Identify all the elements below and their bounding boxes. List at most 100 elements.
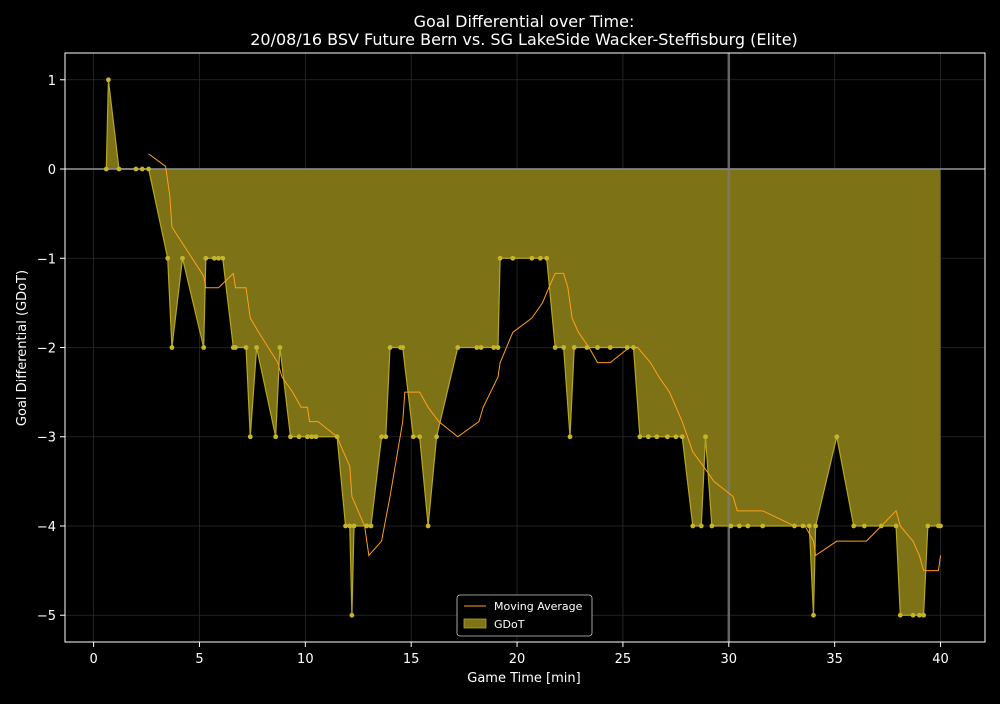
gdot-point [637, 434, 643, 440]
gdot-point [139, 166, 145, 172]
gdot-point [792, 523, 797, 529]
gdot-point [497, 255, 503, 261]
gdot-point [607, 345, 613, 350]
gdot-point [313, 434, 319, 440]
gdot-point [897, 612, 903, 618]
gdot-point [116, 166, 122, 172]
gdot-point [296, 434, 302, 440]
x-tick-label: 35 [826, 652, 843, 667]
legend-gdot-swatch [463, 618, 487, 629]
y-tick-label: −3 [37, 431, 56, 446]
gdot-point [474, 345, 480, 350]
gdot-point [379, 434, 384, 440]
chart-title-line2: 20/08/16 BSV Future Bern vs. SG LakeSide… [250, 30, 798, 49]
gdot-point [203, 255, 209, 261]
gdot-point [728, 523, 734, 529]
gdot-point [760, 523, 766, 529]
gdot-point [584, 345, 590, 350]
gdot-point [220, 255, 226, 261]
x-axis-label: Game Time [min] [467, 671, 580, 686]
gdot-point [806, 523, 812, 529]
gdot-point [277, 345, 283, 350]
gdot-point [893, 523, 899, 529]
gdot-point [631, 345, 636, 350]
gdot-point [654, 434, 660, 440]
gdot-point [491, 345, 497, 350]
gdot-point [921, 612, 926, 618]
x-tick-label: 40 [932, 652, 949, 667]
gdot-point [478, 345, 484, 350]
y-tick-label: −4 [37, 520, 56, 535]
y-tick-label: −1 [37, 252, 56, 267]
legend-moving-average-label: Moving Average [494, 600, 583, 613]
gdot-point [103, 166, 109, 172]
gdot-point [878, 523, 884, 529]
gdot-point [364, 523, 370, 529]
gdot-point [495, 345, 501, 350]
gdot-point [552, 345, 558, 350]
gdot-point [347, 523, 353, 529]
gdot-point [334, 434, 340, 440]
legend: Moving Average GDoT [456, 594, 593, 637]
gdot-point [343, 523, 348, 529]
gdot-point [165, 255, 171, 261]
gdot-point [861, 523, 867, 529]
gdot-point [690, 523, 696, 529]
gdot-point [273, 434, 279, 440]
gdot-point [834, 434, 840, 440]
gdot-point [664, 434, 670, 440]
gdot-point [510, 255, 516, 261]
gdot-point [146, 166, 152, 172]
gdot-point [537, 255, 543, 261]
y-tick-label: −2 [37, 342, 56, 357]
y-tick-label: 1 [48, 74, 56, 89]
gdot-point [383, 434, 389, 440]
gdot-point [387, 345, 393, 350]
x-tick-label: 30 [721, 652, 738, 667]
gdot-point [425, 523, 431, 529]
gdot-point [233, 345, 238, 350]
gdot-point [434, 434, 439, 440]
gdot-point [571, 345, 577, 350]
chart-title-line1: Goal Differential over Time: [414, 12, 635, 31]
moving-average-line [148, 153, 942, 572]
gdot-area-fill [106, 79, 941, 616]
gdot-point [247, 434, 253, 440]
gdot-point [254, 345, 260, 350]
x-tick-label: 0 [89, 652, 97, 667]
gdot-point [745, 523, 751, 529]
gdot-point [624, 345, 630, 350]
gdot-point [169, 345, 175, 350]
gdot-point [709, 523, 715, 529]
gdot-point [243, 345, 249, 350]
gdot-point [595, 345, 600, 350]
gdot-point [851, 523, 857, 529]
x-tick-label: 10 [297, 652, 314, 667]
gdot-point [698, 523, 704, 529]
gdot-point [106, 77, 111, 83]
gdot-point [811, 612, 816, 618]
x-tick-label: 15 [403, 652, 420, 667]
gdot-point [910, 612, 916, 618]
gdot-point [544, 255, 550, 261]
gdot-point [400, 345, 406, 350]
legend-gdot-label: GDoT [494, 618, 525, 631]
gdot-point [368, 523, 374, 529]
gdot-point [645, 434, 651, 440]
gdot-point [567, 434, 573, 440]
gdot-point [288, 434, 293, 440]
gdot-point [925, 523, 931, 529]
gdot-point [561, 345, 567, 350]
y-tick-label: −5 [37, 609, 56, 624]
y-axis-label: Goal Differential (GDoT) [15, 270, 30, 426]
x-tick-label: 20 [509, 652, 526, 667]
gdot-point [133, 166, 139, 172]
x-tick-label: 25 [615, 652, 632, 667]
legend-frame [456, 594, 593, 637]
gdot-point [703, 434, 708, 440]
x-tick-label: 5 [195, 652, 203, 667]
gdot-point [736, 523, 742, 529]
gdot-point [216, 255, 221, 261]
